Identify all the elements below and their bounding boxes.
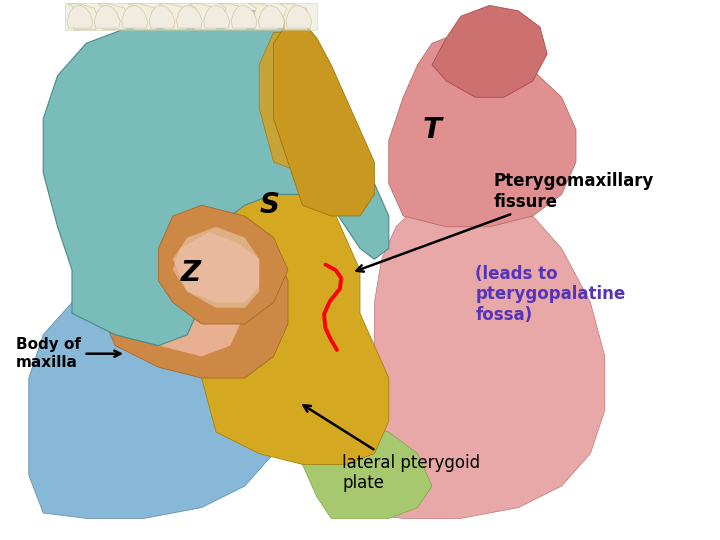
Polygon shape [94, 5, 120, 28]
Text: Pterygomaxillary
fissure: Pterygomaxillary fissure [356, 172, 654, 272]
Text: T: T [423, 116, 441, 144]
Polygon shape [302, 421, 432, 518]
Polygon shape [158, 205, 288, 324]
Text: lateral pterygoid
plate: lateral pterygoid plate [304, 405, 480, 492]
Polygon shape [128, 4, 158, 30]
Polygon shape [67, 5, 93, 28]
Polygon shape [432, 5, 547, 97]
Polygon shape [68, 4, 97, 30]
Text: Z: Z [181, 259, 201, 287]
Polygon shape [279, 4, 309, 30]
Polygon shape [258, 5, 284, 28]
Polygon shape [173, 227, 259, 308]
Text: Body of
maxilla: Body of maxilla [16, 338, 120, 370]
Polygon shape [202, 76, 389, 464]
Polygon shape [286, 5, 312, 28]
Polygon shape [29, 281, 288, 518]
Polygon shape [65, 3, 317, 30]
Polygon shape [259, 32, 346, 173]
Polygon shape [149, 5, 175, 28]
Text: S: S [260, 191, 280, 219]
Polygon shape [43, 11, 389, 346]
Polygon shape [122, 5, 148, 28]
Polygon shape [98, 4, 127, 30]
Polygon shape [176, 5, 202, 28]
Polygon shape [189, 4, 218, 30]
Polygon shape [158, 4, 188, 30]
Polygon shape [86, 140, 288, 378]
Polygon shape [389, 38, 576, 227]
Polygon shape [204, 5, 230, 28]
Polygon shape [219, 4, 248, 30]
Polygon shape [122, 248, 245, 356]
Polygon shape [249, 4, 279, 30]
Polygon shape [274, 22, 374, 216]
Polygon shape [360, 184, 605, 518]
Polygon shape [231, 5, 257, 28]
Text: (leads to
pterygopalatine
fossa): (leads to pterygopalatine fossa) [475, 265, 626, 324]
Polygon shape [173, 232, 259, 302]
